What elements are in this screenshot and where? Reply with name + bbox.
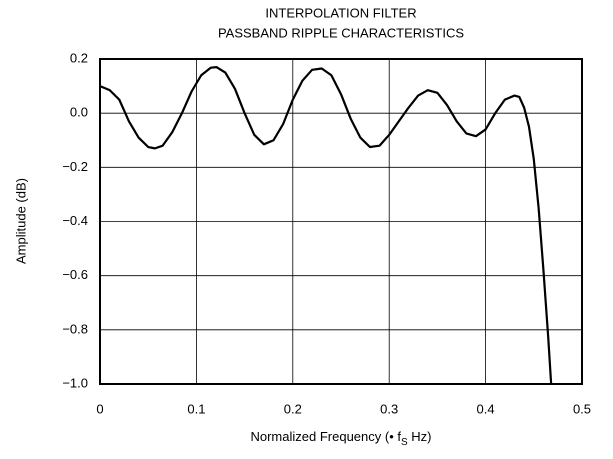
y-tick-label: −0.8 — [62, 321, 88, 336]
chart-title-line: INTERPOLATION FILTER — [265, 5, 416, 20]
y-tick-label: 0.0 — [70, 105, 88, 120]
x-tick-label: 0.3 — [380, 401, 398, 416]
y-tick-label: −0.2 — [62, 159, 88, 174]
y-tick-label: 0.2 — [70, 50, 88, 65]
y-tick-label: −0.6 — [62, 267, 88, 282]
x-tick-label: 0.2 — [284, 401, 302, 416]
x-tick-label: 0.4 — [477, 401, 495, 416]
y-tick-label: −0.4 — [62, 213, 88, 228]
x-axis-label: Normalized Frequency (• fS Hz) — [250, 429, 431, 447]
y-tick-label: −1.0 — [62, 375, 88, 390]
data-line — [99, 66, 553, 385]
x-axis-label-part: Normalized Frequency (• f — [250, 429, 401, 444]
x-tick-label: 0.1 — [187, 401, 205, 416]
x-tick-label: 0.5 — [573, 401, 591, 416]
x-axis-label-sub: S — [401, 437, 408, 448]
chart-title-line: PASSBAND RIPPLE CHARACTERISTICS — [218, 25, 464, 40]
x-axis-label-part: Hz) — [408, 429, 432, 444]
y-axis-label: Amplitude (dB) — [13, 178, 28, 264]
x-tick-label: 0 — [96, 401, 103, 416]
